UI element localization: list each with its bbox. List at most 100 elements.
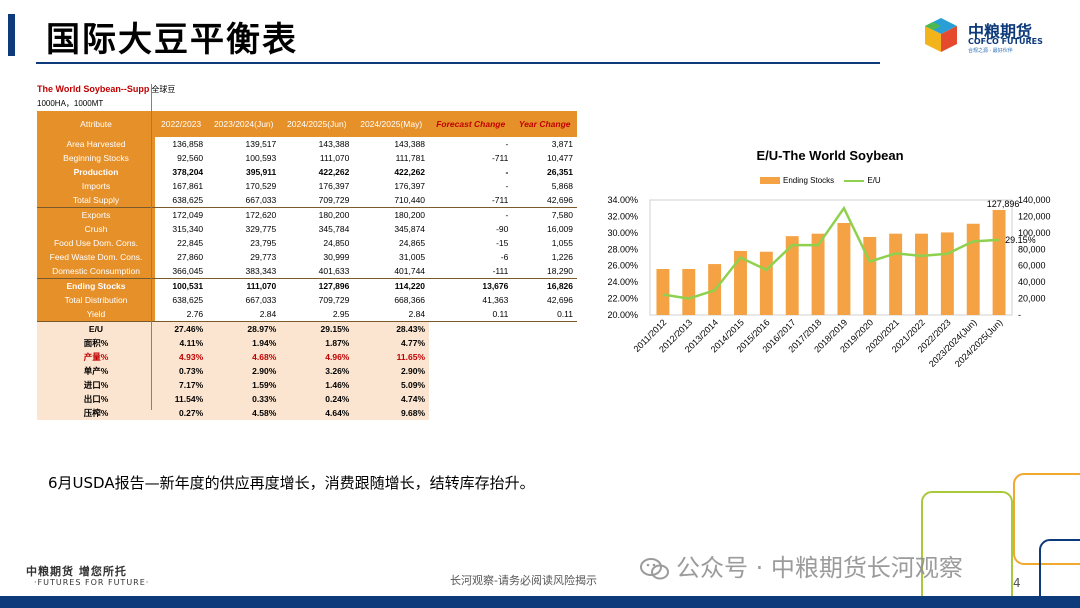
pct-cell: 3.26% [280, 364, 353, 378]
y-right-tick-label: 140,000 [1018, 195, 1051, 205]
pct-cell: 4.64% [280, 406, 353, 420]
header-2022-2023: 2022/2023 [155, 111, 207, 137]
empty-cell [512, 350, 577, 364]
pct-cell: 1.87% [280, 336, 353, 350]
pct-cell: 0.24% [280, 392, 353, 406]
bar-ending-stocks [889, 234, 902, 315]
empty-cell [429, 364, 512, 378]
pct-row: 产量% 4.93% 4.68% 4.96% 11.65% [37, 350, 577, 364]
table-cell: -6 [429, 250, 512, 264]
bar-ending-stocks [682, 269, 695, 315]
pct-cell: 4.11% [155, 336, 207, 350]
bar-ending-stocks [993, 210, 1006, 315]
title-accent-bar [8, 14, 15, 56]
table-cell: 23,795 [207, 236, 280, 250]
table-row: Yield 2.76 2.84 2.95 2.84 0.11 0.11 [37, 307, 577, 322]
pct-cell: 2.90% [207, 364, 280, 378]
row-label: Imports [37, 179, 155, 193]
x-tick-label: 2024/2025(Jun) [953, 317, 1005, 369]
empty-cell [429, 378, 512, 392]
pct-row: 单产% 0.73% 2.90% 3.26% 2.90% [37, 364, 577, 378]
table-cell: 2.76 [155, 307, 207, 322]
row-label: Exports [37, 208, 155, 223]
table-cell: 667,033 [207, 193, 280, 208]
pct-row: 进口% 7.17% 1.59% 1.46% 5.09% [37, 378, 577, 392]
row-label: Total Supply [37, 193, 155, 208]
bar-ending-stocks [941, 232, 954, 315]
header-forecast-change: Forecast Change [429, 111, 512, 137]
y-left-tick-label: 22.00% [607, 294, 638, 304]
table-cell: 42,696 [512, 193, 577, 208]
table-cell: 345,784 [280, 222, 353, 236]
table-cell: 176,397 [353, 179, 429, 193]
pct-cell: 7.17% [155, 378, 207, 392]
y-right-tick-label: - [1018, 310, 1021, 320]
table-body: Area Harvested 136,858 139,517 143,388 143,3… [37, 137, 577, 420]
bar-ending-stocks [863, 237, 876, 315]
table-title-cn: 全球豆 [151, 85, 175, 94]
header-attribute: Attribute [37, 111, 155, 137]
pct-cell: 29.15% [280, 322, 353, 337]
table-cell: 709,729 [280, 293, 353, 307]
plot-frame [650, 200, 1012, 315]
pct-cell: 0.33% [207, 392, 280, 406]
pct-row-label: E/U [37, 322, 155, 337]
empty-cell [512, 336, 577, 350]
table-cell: 329,775 [207, 222, 280, 236]
table-cell: 1,055 [512, 236, 577, 250]
table-row: Area Harvested 136,858 139,517 143,388 143,3… [37, 137, 577, 151]
empty-cell [429, 350, 512, 364]
table-row: Exports 172,049 172,620 180,200 180,200-7,58… [37, 208, 577, 223]
y-left-tick-label: 34.00% [607, 195, 638, 205]
table-cell: 2.84 [353, 307, 429, 322]
table-row: Total Supply 638,625 667,033 709,729 710,440… [37, 193, 577, 208]
table-title: The World Soybean--Supp [37, 84, 149, 94]
table-cell: -111 [429, 264, 512, 279]
table-cell: 167,861 [155, 179, 207, 193]
row-label: Domestic Consumption [37, 264, 155, 279]
table-cell: 16,009 [512, 222, 577, 236]
table-row: Imports 167,861 170,529 176,397 176,397 - 5,86… [37, 179, 577, 193]
row-label: Beginning Stocks [37, 151, 155, 165]
table-cell: 383,343 [207, 264, 280, 279]
pct-cell: 11.65% [353, 350, 429, 364]
table-row: Production 378,204 395,911 422,262 422,262-2… [37, 165, 577, 179]
pct-row-label: 产量% [37, 350, 155, 364]
row-label: Crush [37, 222, 155, 236]
wechat-watermark: 公众号 · 中粮期货长河观察 [640, 548, 963, 583]
empty-cell [512, 406, 577, 420]
table-row: Total Distribution 638,625 667,033 709,729 6… [37, 293, 577, 307]
pct-row-label: 压榨% [37, 406, 155, 420]
table-cell: 345,874 [353, 222, 429, 236]
row-label: Ending Stocks [37, 279, 155, 294]
empty-cell [512, 364, 577, 378]
table-cell: 5,868 [512, 179, 577, 193]
pct-row: E/U 27.46% 28.97% 29.15% 28.43% [37, 322, 577, 337]
table-cell: 26,351 [512, 165, 577, 179]
header-2024-2025-may: 2024/2025(May) [353, 111, 429, 137]
bottom-band [0, 596, 1080, 608]
table-cell: - [429, 208, 512, 223]
pct-row-label: 面积% [37, 336, 155, 350]
header-2023-2024-jun: 2023/2024(Jun) [207, 111, 280, 137]
table-cell: 143,388 [280, 137, 353, 151]
table-cell: 114,220 [353, 279, 429, 294]
table-cell: 176,397 [280, 179, 353, 193]
y-left-tick-label: 26.00% [607, 261, 638, 271]
y-right-tick-label: 40,000 [1018, 277, 1046, 287]
pct-row: 出口% 11.54% 0.33% 0.24% 4.74% [37, 392, 577, 406]
bar-ending-stocks [837, 223, 850, 315]
table-cell: 42,696 [512, 293, 577, 307]
pct-cell: 4.96% [280, 350, 353, 364]
table-cell: 0.11 [429, 307, 512, 322]
table-cell: 27,860 [155, 250, 207, 264]
footer-logo-en: ·FUTURES FOR FUTURE· [34, 578, 149, 587]
table-cell: - [429, 165, 512, 179]
table-cell: 92,560 [155, 151, 207, 165]
y-left-tick-label: 24.00% [607, 277, 638, 287]
table-row: Ending Stocks 100,531 111,070 127,896 114,22… [37, 279, 577, 294]
pct-cell: 1.46% [280, 378, 353, 392]
table-cell: -711 [429, 193, 512, 208]
footer-logo-cn: 中粮期货 增您所托 [26, 563, 127, 579]
balance-table-container: The World Soybean--Supp 全球豆 1000HA，1000MT… [37, 84, 579, 420]
